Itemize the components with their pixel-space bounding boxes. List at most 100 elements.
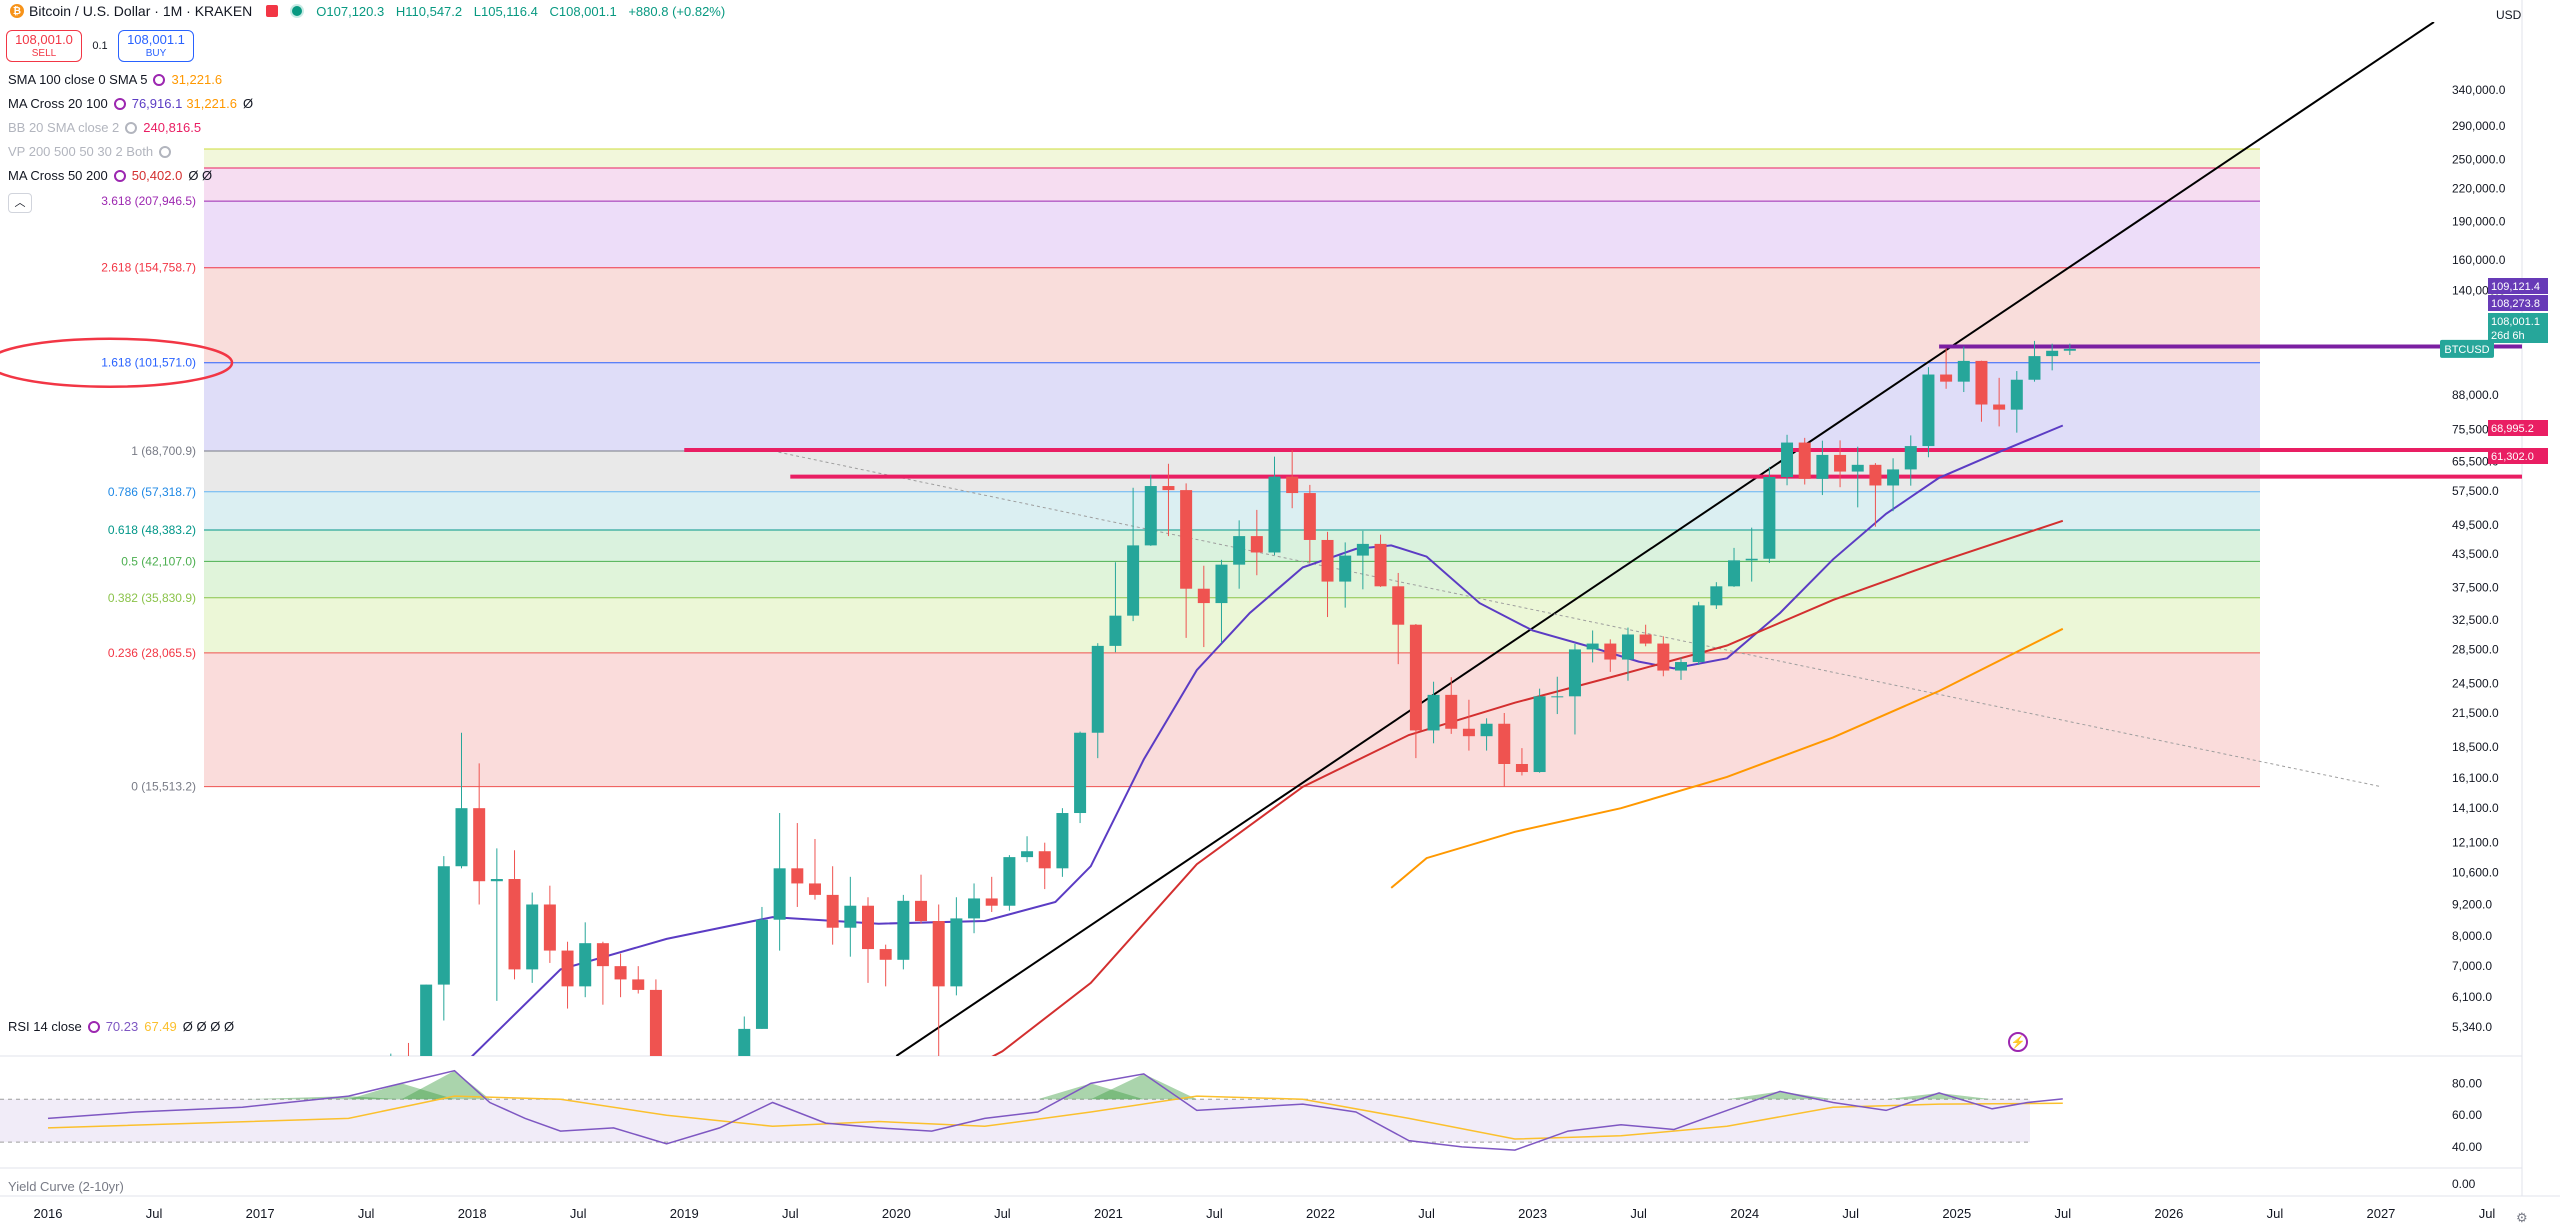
price-axis	[2522, 0, 2560, 1229]
rsi-legend[interactable]: RSI 14 close 70.23 67.49 Ø Ø Ø Ø	[8, 1019, 234, 1034]
candle	[543, 885, 556, 963]
price-label: 109,121.4	[2491, 281, 2540, 293]
candle-body	[2046, 350, 2059, 357]
candle	[632, 966, 645, 994]
candle	[1074, 731, 1087, 824]
hidden-eye-icon[interactable]	[125, 121, 138, 134]
candle-body	[1356, 543, 1369, 556]
y-tick-label: 160,000.0	[2452, 253, 2506, 267]
candle	[844, 876, 857, 957]
currency-label[interactable]: USD	[2496, 8, 2522, 22]
y-tick-label: 57,500.0	[2452, 484, 2499, 498]
indicator-name: SMA 100 close 0 SMA 5	[8, 72, 148, 87]
settings-icon[interactable]	[113, 169, 126, 182]
candle-body	[1887, 469, 1900, 486]
buy-button[interactable]: 108,001.1 BUY	[118, 30, 194, 62]
candle	[1887, 458, 1900, 512]
candle-body	[1763, 477, 1776, 559]
candle-body	[508, 879, 521, 970]
candle-body	[1480, 723, 1493, 737]
ma-line-sma-100	[1390, 627, 2064, 889]
candle	[1197, 565, 1210, 648]
candle-body	[1692, 605, 1705, 663]
x-tick-label: 2026	[2154, 1206, 2183, 1221]
lightning-icon[interactable]: ⚡	[2008, 1032, 2028, 1052]
candle	[1533, 688, 1546, 773]
candle	[1745, 527, 1758, 582]
indicator-ma-cross-20-100[interactable]: MA Cross 20 100 76,916.1 31,221.6 Ø	[8, 96, 253, 111]
quantity-value[interactable]: 0.1	[92, 40, 108, 52]
y-tick-label: 75,500.0	[2452, 423, 2499, 437]
settings-icon[interactable]	[153, 73, 166, 86]
candle	[1568, 643, 1581, 735]
indicator-bb[interactable]: BB 20 SMA close 2 240,816.5	[8, 120, 201, 135]
candle	[1798, 437, 1811, 485]
candle	[1816, 440, 1829, 496]
indicator-ma-cross-50-200[interactable]: MA Cross 50 200 50,402.0 Ø Ø	[8, 168, 212, 183]
x-tick-label: 2017	[246, 1206, 275, 1221]
x-tick-label: 2021	[1094, 1206, 1123, 1221]
candle	[596, 941, 609, 1005]
rsi-band	[0, 1099, 2030, 1143]
candle	[1834, 440, 1847, 488]
candle	[1321, 531, 1334, 618]
fib-zone	[204, 450, 2260, 492]
candle	[897, 894, 910, 970]
price-label-box	[2488, 420, 2548, 436]
x-tick-label: 2024	[1730, 1206, 1759, 1221]
indicator-extra: Ø	[242, 96, 254, 111]
yield-curve-legend[interactable]: Yield Curve (2-10yr)	[8, 1179, 124, 1194]
fib-zone	[204, 652, 2260, 787]
rsi-line	[47, 1069, 2063, 1151]
symbol-title[interactable]: Bitcoin / U.S. Dollar · 1M · KRAKEN	[29, 3, 253, 19]
candle-body	[915, 900, 928, 922]
y-tick-label: 6,100.0	[2452, 990, 2492, 1004]
candle-body	[1869, 464, 1882, 486]
y-tick-label: 16,100.0	[2452, 771, 2499, 785]
x-tick-label: Jul	[782, 1206, 799, 1221]
candle-body	[1374, 543, 1387, 587]
sell-button[interactable]: 108,001.0 SELL	[6, 30, 82, 62]
rsi-overbought-fill	[242, 1096, 402, 1100]
candle	[1604, 639, 1617, 672]
candle	[1692, 601, 1705, 665]
collapse-indicators-button[interactable]: ︿	[8, 193, 32, 213]
low-value: L105,116.4	[473, 3, 538, 19]
rsi-tick-label: 60.00	[2452, 1108, 2482, 1122]
candle	[420, 984, 433, 1056]
hidden-eye-icon[interactable]	[159, 145, 172, 158]
price-label: 26d 6h	[2491, 330, 2525, 342]
y-tick-label: 10,600.0	[2452, 866, 2499, 880]
candle-body	[1445, 694, 1458, 729]
x-tick-label: Jul	[146, 1206, 163, 1221]
chart-settings-icon[interactable]: ⚙	[2516, 1210, 2528, 1225]
candle-body	[1339, 555, 1352, 582]
indicator-extra: Ø Ø	[188, 168, 213, 183]
candle-body	[1657, 643, 1670, 671]
candle-body	[1268, 476, 1281, 553]
candle	[579, 922, 592, 998]
candle	[1675, 657, 1687, 680]
fib-zone	[204, 362, 2260, 451]
candle	[755, 906, 768, 1029]
candle-body	[1498, 723, 1511, 764]
candle	[1993, 377, 2006, 427]
fib-level-label: 1 (68,700.9)	[131, 444, 196, 458]
y-tick-label: 290,000.0	[2452, 119, 2506, 133]
fib-zone	[204, 148, 2260, 168]
candle	[950, 897, 963, 996]
indicator-sma100[interactable]: SMA 100 close 0 SMA 5 31,221.6	[8, 72, 222, 87]
indicator-vp[interactable]: VP 200 500 50 30 2 Both	[8, 144, 177, 159]
fib-zone	[204, 530, 2260, 562]
settings-icon[interactable]	[113, 97, 126, 110]
candle-body	[473, 808, 486, 882]
yield-tick-label: 0.00	[2452, 1177, 2476, 1191]
candle	[773, 813, 786, 951]
candle-body	[1286, 476, 1299, 494]
fib-zone	[204, 201, 2260, 268]
flag-icon[interactable]	[266, 5, 279, 17]
settings-icon[interactable]	[87, 1020, 100, 1033]
candle	[1144, 474, 1157, 546]
candle	[437, 856, 450, 1021]
